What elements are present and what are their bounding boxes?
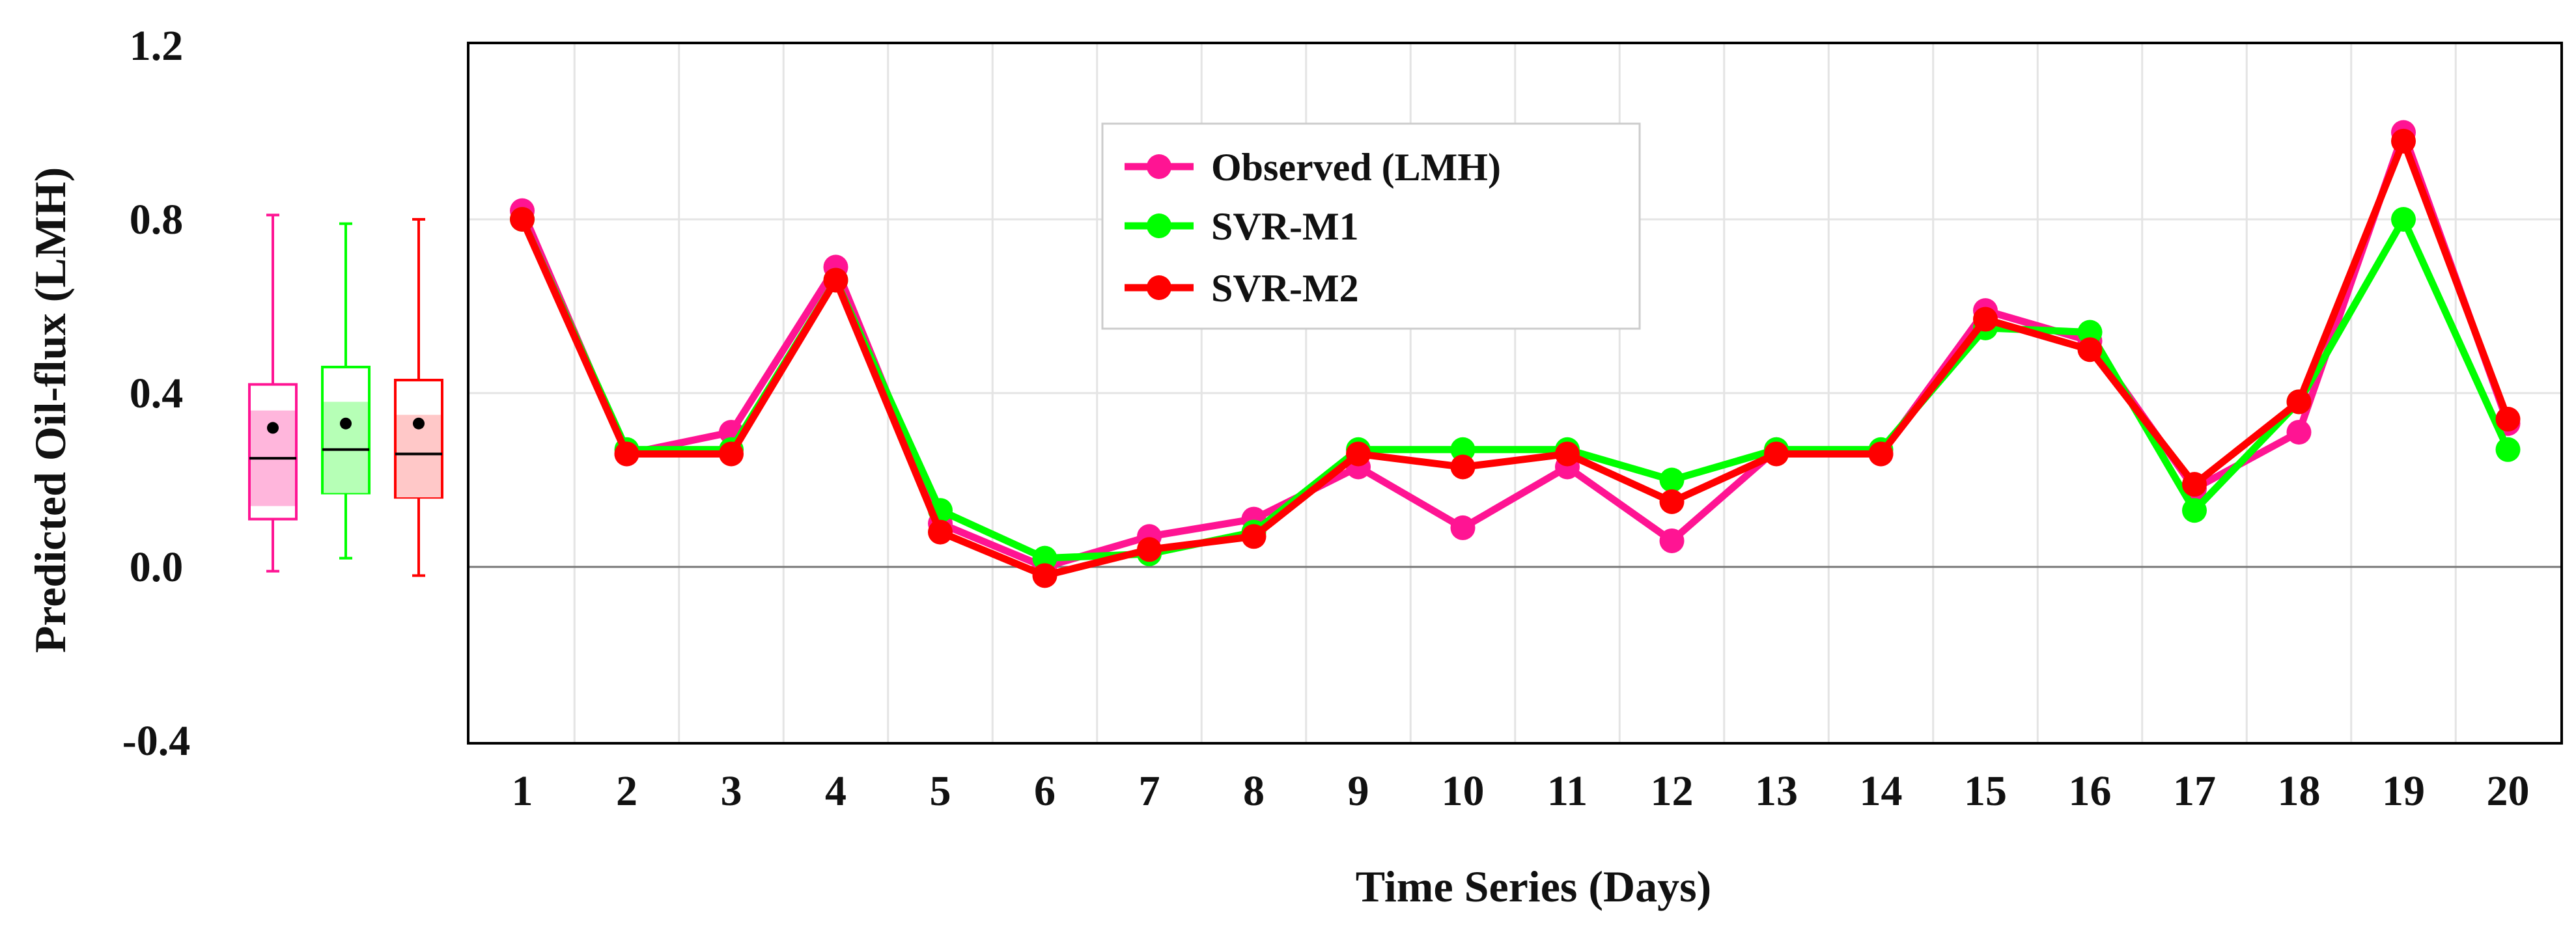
legend-swatch-marker — [1147, 213, 1171, 238]
data-point — [2077, 337, 2103, 363]
data-point — [2077, 320, 2103, 345]
x-tick-label: 3 — [721, 767, 742, 815]
legend-entry: Observed (LMH) — [1125, 146, 1501, 189]
data-point — [2495, 407, 2521, 432]
x-tick-label: 9 — [1348, 767, 1369, 815]
x-tick-label: 19 — [2382, 767, 2425, 815]
data-point — [1659, 489, 1685, 514]
data-point — [2391, 128, 2416, 154]
x-tick-label: 14 — [1860, 767, 1903, 815]
legend-label: SVR-M1 — [1211, 205, 1359, 248]
y-ticks: 1.2 0.8 0.4 0.0 -0.4 — [122, 22, 190, 765]
y-tick-label: -0.4 — [122, 717, 190, 765]
data-point — [719, 441, 744, 467]
boxplot-observed-lmh- — [248, 213, 298, 573]
series-lines — [510, 120, 2521, 588]
data-point — [1137, 537, 1162, 562]
data-point — [1346, 441, 1371, 467]
data-point — [614, 441, 639, 467]
legend-swatch-marker — [1147, 275, 1171, 300]
x-tick-label: 1 — [512, 767, 533, 815]
data-point — [928, 519, 953, 545]
data-point — [1450, 437, 1476, 462]
x-tick-label: 5 — [930, 767, 951, 815]
legend-entry: SVR-M1 — [1125, 205, 1359, 248]
legend-entry: SVR-M2 — [1125, 267, 1359, 310]
x-tick-label: 11 — [1547, 767, 1588, 815]
data-point — [1868, 441, 1894, 467]
x-tick-label: 16 — [2069, 767, 2112, 815]
data-point — [1450, 454, 1476, 480]
y-tick-label: 0.4 — [130, 370, 184, 417]
box-shade — [324, 402, 368, 493]
series-line — [518, 137, 2512, 579]
data-point — [1555, 441, 1580, 467]
boxplots — [248, 213, 443, 577]
x-tick-label: 6 — [1034, 767, 1056, 815]
data-point — [2286, 389, 2312, 415]
x-axis-title: Time Series (Days) — [1356, 862, 1711, 911]
data-point — [2391, 207, 2416, 232]
x-tick-label: 12 — [1651, 767, 1694, 815]
y-axis-title: Predicted Oil-flux (LMH) — [25, 167, 75, 653]
x-tick-label: 10 — [1442, 767, 1485, 815]
x-tick-label: 20 — [2487, 767, 2530, 815]
legend-label: SVR-M2 — [1211, 267, 1359, 310]
data-point — [1659, 528, 1685, 553]
data-point — [1241, 524, 1267, 549]
series-svr-m2 — [510, 128, 2521, 588]
data-point — [1764, 441, 1789, 467]
boxplot-svr-m2 — [394, 218, 443, 577]
x-tick-label: 4 — [825, 767, 847, 815]
y-tick-label: 0.0 — [130, 543, 184, 591]
data-point — [2182, 472, 2207, 497]
data-point — [823, 267, 848, 293]
data-point — [2495, 437, 2521, 462]
y-tick-label: 1.2 — [130, 22, 184, 70]
x-tick-label: 17 — [2173, 767, 2216, 815]
data-point — [1450, 515, 1476, 540]
x-tick-label: 2 — [616, 767, 637, 815]
plot-frame — [467, 42, 2563, 745]
data-point — [1032, 563, 1057, 588]
box-mean — [267, 422, 279, 434]
boxplot-svr-m1 — [321, 222, 371, 560]
legend-swatch-marker — [1147, 154, 1171, 179]
legend-label: Observed (LMH) — [1211, 146, 1501, 189]
x-tick-label: 13 — [1755, 767, 1798, 815]
data-point — [1659, 467, 1685, 493]
box-mean — [413, 417, 425, 430]
legend: Observed (LMH) SVR-M1 SVR-M2 — [1101, 122, 1641, 330]
data-point — [2182, 498, 2207, 523]
data-point — [1973, 307, 1998, 332]
x-ticks: 1 2 3 4 5 6 7 8 9 10 11 12 13 14 15 16 17 18 19 20 — [512, 767, 2530, 815]
x-tick-label: 8 — [1243, 767, 1265, 815]
x-tick-label: 15 — [1964, 767, 2007, 815]
y-tick-label: 0.8 — [130, 196, 184, 243]
x-tick-label: 18 — [2278, 767, 2321, 815]
x-tick-label: 7 — [1139, 767, 1160, 815]
data-point — [510, 207, 535, 232]
box-mean — [340, 417, 352, 430]
data-point — [2286, 420, 2312, 445]
data-point — [1032, 545, 1057, 571]
